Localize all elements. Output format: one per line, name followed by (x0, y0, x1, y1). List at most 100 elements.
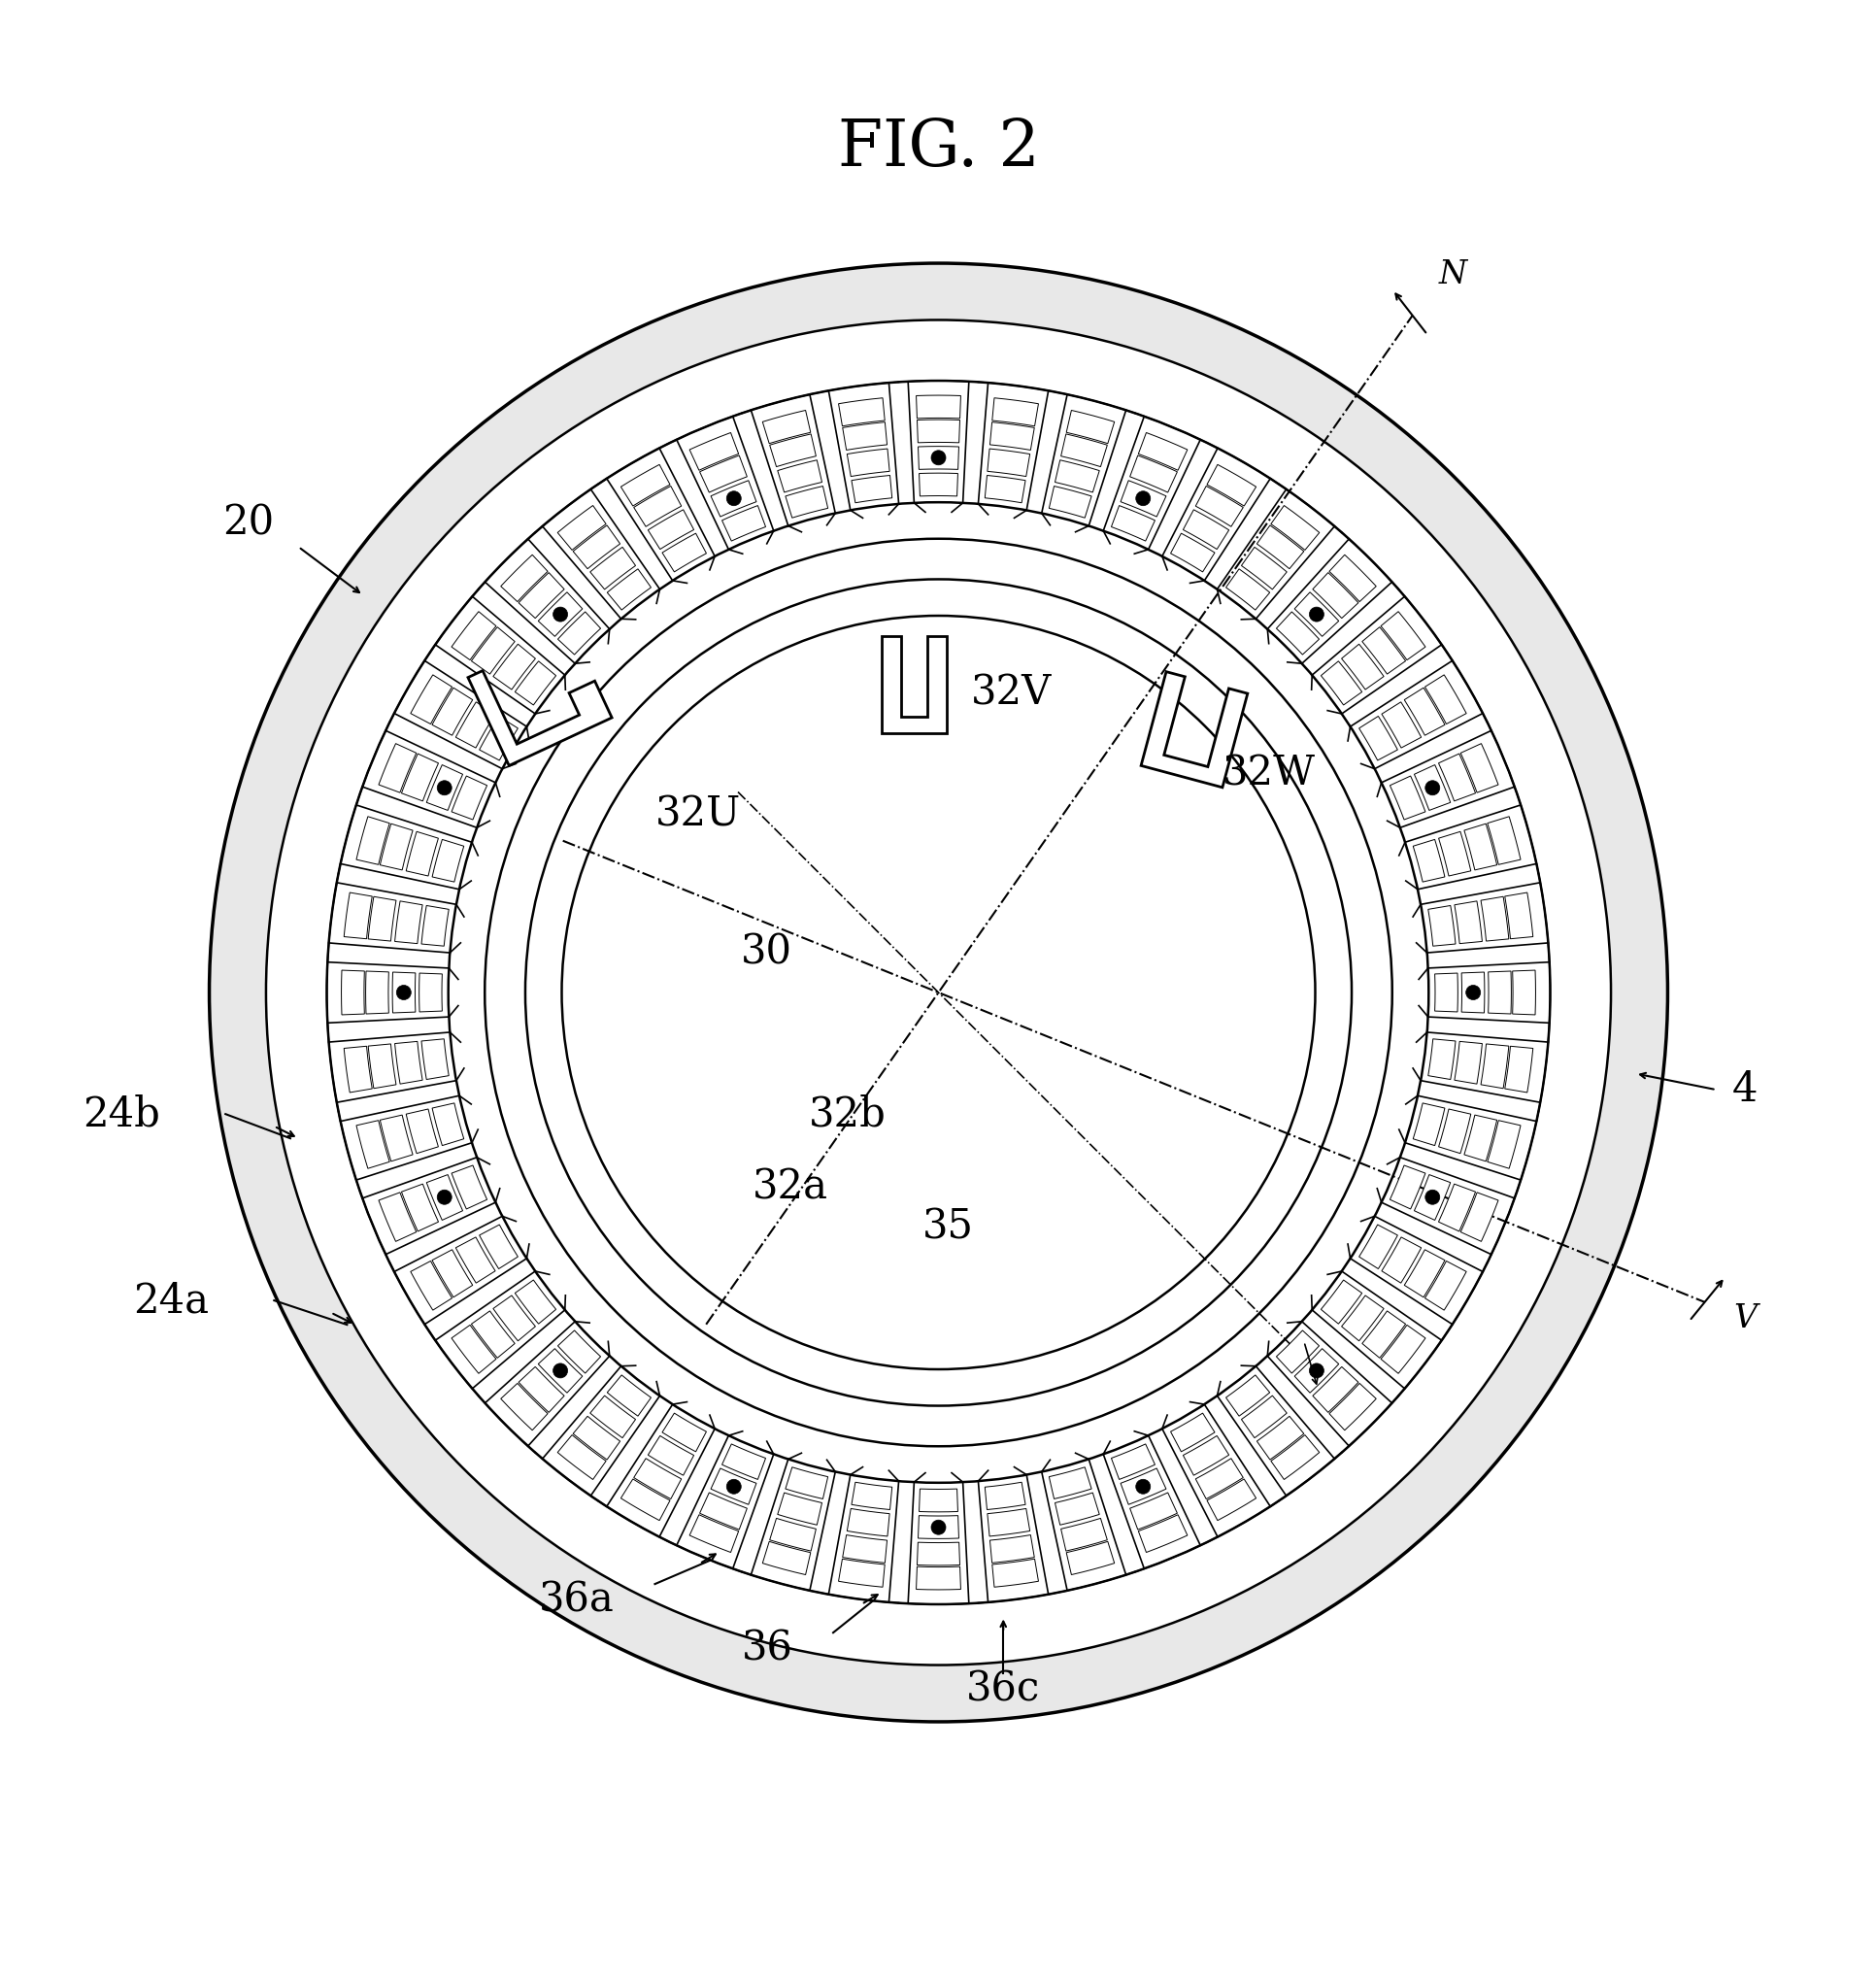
Polygon shape (343, 1046, 371, 1092)
Polygon shape (711, 480, 756, 516)
Polygon shape (1463, 1116, 1497, 1161)
Polygon shape (401, 1183, 439, 1231)
Polygon shape (987, 1509, 1030, 1536)
Polygon shape (1362, 627, 1405, 675)
Polygon shape (1358, 717, 1398, 760)
Polygon shape (471, 1310, 514, 1358)
Polygon shape (1413, 1175, 1450, 1221)
Polygon shape (411, 675, 452, 725)
Polygon shape (769, 435, 816, 466)
Polygon shape (1328, 554, 1375, 601)
Polygon shape (1321, 661, 1362, 705)
Polygon shape (368, 1044, 396, 1088)
Polygon shape (1505, 1046, 1533, 1092)
Polygon shape (852, 1483, 891, 1511)
Polygon shape (1311, 572, 1358, 617)
Polygon shape (784, 1467, 827, 1499)
Polygon shape (557, 1435, 606, 1479)
Polygon shape (711, 1469, 756, 1505)
Polygon shape (343, 893, 371, 939)
Polygon shape (1413, 1104, 1445, 1145)
Polygon shape (634, 486, 681, 526)
Polygon shape (405, 1110, 439, 1153)
Polygon shape (1341, 643, 1383, 689)
Polygon shape (394, 901, 422, 943)
Polygon shape (1512, 971, 1535, 1014)
Polygon shape (356, 816, 390, 865)
Circle shape (930, 451, 946, 464)
Polygon shape (634, 1459, 681, 1499)
Polygon shape (1060, 1519, 1107, 1550)
Polygon shape (1428, 1038, 1454, 1080)
Polygon shape (915, 1566, 961, 1590)
Polygon shape (606, 1376, 651, 1415)
Polygon shape (1461, 973, 1484, 1012)
Text: FIG. 2: FIG. 2 (837, 117, 1039, 181)
Polygon shape (538, 1348, 582, 1393)
Polygon shape (1328, 1384, 1375, 1431)
Polygon shape (1381, 1237, 1420, 1282)
Circle shape (561, 615, 1315, 1370)
Polygon shape (842, 423, 887, 451)
Polygon shape (426, 764, 463, 810)
Polygon shape (722, 506, 765, 542)
Polygon shape (1195, 486, 1242, 526)
Polygon shape (762, 1542, 810, 1574)
Polygon shape (992, 397, 1037, 427)
Circle shape (396, 985, 411, 1000)
Polygon shape (589, 1395, 636, 1437)
Polygon shape (478, 717, 518, 760)
Polygon shape (1120, 1469, 1165, 1505)
Polygon shape (1486, 816, 1520, 865)
Polygon shape (501, 1384, 548, 1431)
Text: 24a: 24a (133, 1280, 210, 1320)
Polygon shape (987, 449, 1030, 476)
Polygon shape (1206, 1479, 1255, 1521)
Polygon shape (341, 971, 364, 1014)
Polygon shape (1321, 1280, 1362, 1324)
Polygon shape (518, 1368, 565, 1413)
Circle shape (484, 538, 1392, 1447)
Polygon shape (992, 1558, 1037, 1588)
Polygon shape (621, 1479, 670, 1521)
Polygon shape (379, 824, 413, 869)
Polygon shape (1463, 824, 1497, 869)
Circle shape (266, 320, 1610, 1665)
Polygon shape (379, 1193, 416, 1241)
Polygon shape (452, 611, 495, 659)
Polygon shape (1480, 1044, 1508, 1088)
Polygon shape (452, 1165, 486, 1209)
Polygon shape (1054, 461, 1099, 492)
Polygon shape (452, 1326, 495, 1374)
Polygon shape (784, 486, 827, 518)
Polygon shape (1137, 433, 1188, 470)
Polygon shape (1270, 506, 1319, 550)
Polygon shape (557, 1330, 600, 1374)
Polygon shape (989, 1534, 1034, 1562)
Polygon shape (1195, 1459, 1242, 1499)
Text: 36: 36 (741, 1628, 792, 1669)
Polygon shape (1413, 764, 1450, 810)
Polygon shape (471, 627, 514, 675)
Circle shape (525, 580, 1351, 1405)
Polygon shape (405, 832, 439, 875)
Polygon shape (1424, 675, 1465, 725)
Polygon shape (915, 395, 961, 419)
Text: 35: 35 (921, 1207, 974, 1249)
Circle shape (326, 381, 1550, 1604)
Polygon shape (1460, 744, 1497, 792)
Polygon shape (422, 1038, 448, 1080)
Polygon shape (1276, 611, 1319, 655)
Polygon shape (1294, 592, 1338, 637)
Polygon shape (1111, 506, 1154, 542)
Polygon shape (917, 419, 959, 443)
Polygon shape (839, 1558, 884, 1588)
Circle shape (448, 502, 1428, 1483)
Circle shape (726, 1479, 741, 1495)
Polygon shape (919, 1489, 957, 1513)
Polygon shape (1276, 1330, 1319, 1374)
Polygon shape (1141, 671, 1248, 788)
Polygon shape (846, 449, 889, 476)
Polygon shape (662, 1413, 705, 1451)
Polygon shape (989, 423, 1034, 451)
